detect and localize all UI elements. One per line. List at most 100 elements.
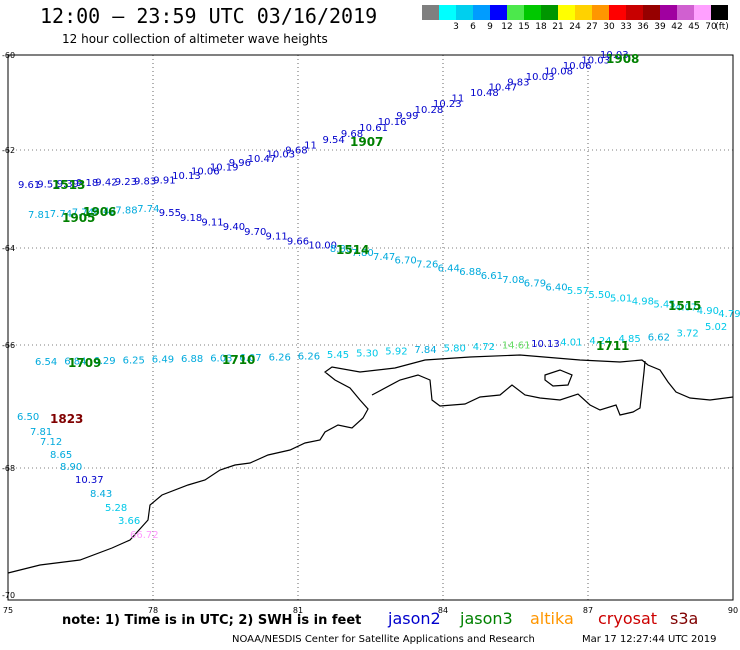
lon-tick-label: 87	[583, 606, 593, 615]
wave-height-label: 9.39	[57, 179, 79, 190]
wave-height-label: 11	[452, 94, 465, 105]
wave-height-label: 10.47	[489, 83, 518, 94]
wave-height-label: 4.98	[632, 297, 654, 308]
pass-time-label: 1515	[668, 299, 701, 313]
wave-height-label: 5.50	[588, 290, 610, 301]
wave-height-label: 9.11	[201, 218, 223, 229]
wave-height-label: 6.84	[64, 356, 86, 367]
wave-height-label: 7.08	[502, 275, 524, 286]
legend-label: 70	[705, 22, 717, 32]
footer-credit: NOAA/NESDIS Center for Satellite Applica…	[232, 634, 535, 645]
wave-height-label: 7.12	[40, 437, 62, 448]
legend-swatch	[592, 5, 609, 20]
wave-height-label: 6.07	[239, 353, 261, 364]
legend-label: 27	[586, 22, 598, 32]
legend-swatch	[507, 5, 524, 20]
wave-height-label: 5.57	[567, 286, 589, 297]
wave-height-label: 9.54	[323, 135, 345, 146]
wave-height-label: 8.65	[50, 450, 72, 461]
legend-unit: (ft)	[715, 22, 729, 32]
lat-tick-label: -62	[2, 146, 15, 155]
wave-height-label: 6.88	[181, 354, 203, 365]
wave-height-label: 4.07	[675, 303, 697, 314]
legend-swatch	[711, 5, 728, 20]
legend-label: 15	[518, 22, 530, 32]
wave-height-label: 6.79	[524, 279, 546, 290]
wave-height-label: 6.62	[648, 333, 670, 344]
wave-height-label: 6.50	[17, 412, 39, 423]
wave-height-label: 14.61	[502, 341, 531, 352]
legend-label: 45	[688, 22, 700, 32]
wave-height-label: 5.92	[385, 347, 407, 358]
legend-swatch	[524, 5, 541, 20]
wave-height-label: 9.55	[159, 208, 181, 219]
pass-time-label: 1709	[68, 356, 101, 370]
wave-height-label: 10.13	[172, 171, 201, 182]
color-legend	[422, 5, 728, 20]
wave-height-label: 11	[304, 141, 317, 152]
map-subtitle: 12 hour collection of altimeter wave hei…	[62, 32, 328, 46]
pass-time-label: 1710	[222, 353, 255, 367]
wave-height-label: 9.61	[18, 180, 40, 191]
pass-time-label: 1907	[350, 135, 383, 149]
pass-time-label: 1905	[62, 211, 95, 225]
pass-time-label: 1513	[52, 178, 85, 192]
lon-tick-label: 75	[3, 606, 13, 615]
wave-height-label: 6.61	[481, 271, 503, 282]
legend-swatch	[439, 5, 456, 20]
wave-height-label: 6.44	[438, 263, 460, 274]
coastline-path	[371, 360, 646, 416]
legend-swatch	[490, 5, 507, 20]
legend-label: 30	[603, 22, 615, 32]
legend-label: 21	[552, 22, 564, 32]
lat-tick-label: -68	[2, 464, 15, 473]
wave-height-label: 8.43	[90, 489, 112, 500]
wave-height-label: 9.83	[134, 177, 156, 188]
wave-height-label: 4.72	[473, 342, 495, 353]
wave-height-label: 6.49	[152, 355, 174, 366]
legend-label: 3	[453, 22, 459, 32]
wave-height-label: 6.70	[395, 256, 417, 267]
coastline-path	[544, 369, 573, 387]
wave-height-label: 10.08	[544, 66, 573, 77]
wave-height-label: 6.40	[545, 282, 567, 293]
legend-swatch	[643, 5, 660, 20]
lon-tick-label: 78	[148, 606, 158, 615]
mission-label-altika: altika	[530, 609, 574, 628]
legend-swatch	[575, 5, 592, 20]
wave-height-label: 9.68	[285, 145, 307, 156]
color-legend-labels: 3 6 9 12 15 18 21 24 27 30 33 36 39 42 45 70 (ft)	[422, 22, 740, 34]
wave-height-label: 9.40	[223, 222, 245, 233]
wave-height-label: 3.72	[677, 328, 699, 339]
wave-height-label: 7.84	[414, 345, 436, 356]
wave-height-label: 5.80	[444, 344, 466, 355]
wave-height-label: 7.81	[28, 210, 50, 221]
wave-height-label: 9.23	[115, 177, 137, 188]
lat-tick-label: -60	[2, 51, 15, 60]
wave-height-label: 9.18	[76, 178, 98, 189]
lat-tick-label: -66	[2, 341, 15, 350]
wave-height-label: 6.54	[35, 357, 57, 368]
legend-swatch	[422, 5, 439, 20]
wave-height-label: 10.00	[308, 240, 337, 251]
axis-tick-labels: 75 78 81 84 87 90 -60 -62 -64 -66 -68 -70	[2, 51, 738, 615]
wave-height-label: 10.03	[600, 50, 629, 61]
legend-swatch	[660, 5, 677, 20]
wave-height-label: 5.02	[705, 322, 727, 333]
wave-height-label: 9.96	[229, 158, 251, 169]
mission-label-s3a: s3a	[670, 609, 699, 628]
lon-tick-label: 84	[438, 606, 448, 615]
mission-label-jason3: jason3	[460, 609, 513, 628]
wave-height-label: 9.83	[507, 77, 529, 88]
wave-height-label: 4.85	[619, 334, 641, 345]
legend-label: 6	[470, 22, 476, 32]
wave-height-label: 10.47	[248, 154, 277, 165]
wave-height-label: 10.06	[563, 61, 592, 72]
wave-height-label: 10.37	[75, 475, 104, 486]
wave-height-label: 4.90	[697, 306, 719, 317]
wave-height-label: 9.18	[180, 213, 202, 224]
wave-height-label: 7.74	[137, 204, 159, 215]
wave-height-label: 9.11	[266, 232, 288, 243]
wave-height-label: 10.06	[191, 167, 220, 178]
